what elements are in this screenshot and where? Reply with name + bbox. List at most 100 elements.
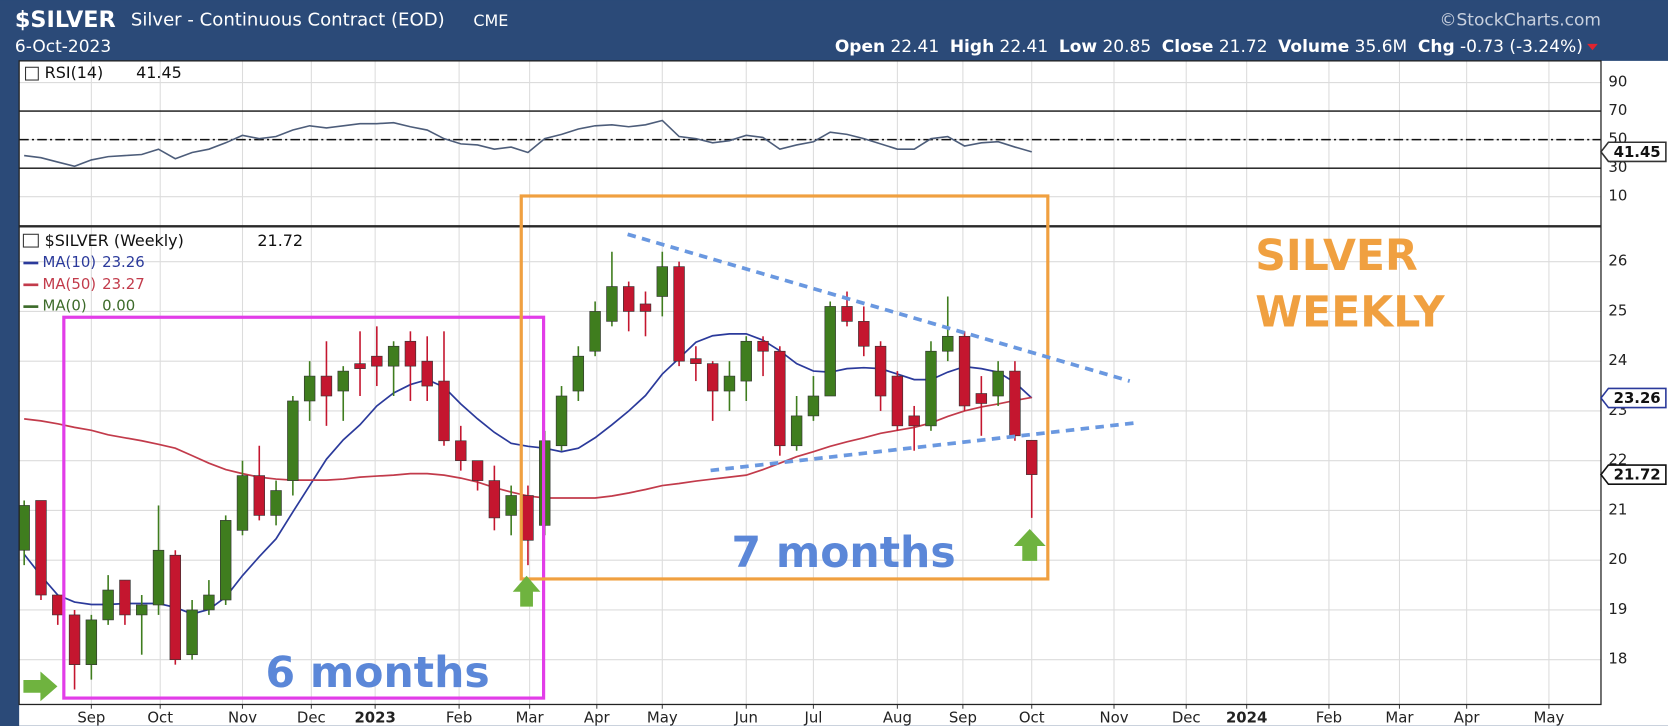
chart-area	[19, 60, 1668, 726]
candle-body	[119, 579, 131, 616]
x-tick-label: Nov	[228, 708, 257, 726]
y-tick-label: 24	[1608, 351, 1627, 369]
annotation: WEEKLY	[1255, 289, 1446, 338]
candle-body	[471, 460, 484, 481]
candle-body	[404, 340, 417, 367]
stat-value: 22.41	[890, 37, 939, 57]
x-tick-label: Feb	[446, 708, 472, 726]
instrument-name: Silver - Continuous Contract (EOD)	[131, 9, 445, 30]
lower-trendline	[710, 420, 1139, 473]
stats: Open 22.41 High 22.41 Low 20.85 Close 21.72 Volu…	[835, 37, 1583, 57]
y-tick-label: 25	[1608, 301, 1627, 319]
stat-label: Open	[835, 37, 885, 57]
x-tick-label: 2023	[354, 708, 395, 726]
candle-body	[925, 350, 937, 427]
stat-label: Close	[1162, 37, 1214, 57]
exchange: CME	[473, 11, 508, 30]
y-tick-label: 18	[1608, 650, 1627, 668]
candle-body	[824, 306, 836, 397]
annotation: SILVER	[1255, 232, 1417, 281]
candle-body	[841, 306, 853, 322]
candle-body	[371, 355, 383, 367]
x-tick-label: Feb	[1316, 708, 1342, 726]
candle-body	[656, 266, 668, 297]
candle-body	[438, 380, 450, 442]
candle-body	[287, 400, 299, 481]
candle-body	[421, 360, 433, 387]
candle-body	[303, 375, 316, 402]
x-tick-label: Jun	[734, 708, 758, 726]
candle-body	[757, 340, 769, 352]
candle-body	[203, 594, 215, 611]
candle-body	[186, 609, 198, 656]
annotation: 7 months	[731, 529, 955, 578]
x-tick-label: Sep	[949, 708, 977, 726]
stat-value: 20.85	[1102, 37, 1151, 57]
candle-body	[740, 340, 752, 382]
legend-icon	[24, 66, 39, 81]
stat-value: 21.72	[1219, 37, 1268, 57]
x-tick-label: Jul	[803, 708, 822, 726]
value-badge-label: 41.45	[1614, 143, 1661, 161]
annotation: 6 months	[266, 649, 490, 698]
candle-body	[35, 500, 47, 596]
stat-value: 22.41	[1000, 37, 1049, 57]
candle-body	[639, 303, 652, 312]
stat-value: 35.6M	[1355, 37, 1408, 57]
seven-month-box	[519, 194, 1050, 581]
candle-body	[723, 375, 736, 392]
x-tick-label: Aug	[883, 708, 912, 726]
value-badge-label: 21.72	[1614, 466, 1661, 484]
candle-body	[220, 520, 232, 601]
x-tick-label: May	[1534, 708, 1565, 726]
candle-body	[169, 554, 182, 661]
candle-body	[623, 286, 635, 312]
candle-body	[975, 393, 988, 404]
x-tick-label: Dec	[1172, 708, 1201, 726]
candle-body	[606, 286, 618, 322]
legend-label: MA(10)	[43, 253, 97, 271]
rsi-line	[24, 119, 1032, 168]
stat-label: Chg	[1418, 37, 1455, 57]
x-tick-label: Apr	[1454, 708, 1481, 726]
candle-body	[891, 375, 904, 427]
legend-label: $SILVER (Weekly)	[45, 231, 184, 250]
candle-body	[270, 490, 282, 516]
symbol: $SILVER	[15, 7, 116, 33]
y-tick-label: 30	[1608, 158, 1627, 176]
value-badge	[1599, 464, 1667, 485]
y-tick-label: 90	[1608, 73, 1627, 91]
candle-body	[253, 475, 265, 516]
x-tick-label: Oct	[147, 708, 173, 726]
legend-value: 21.72	[257, 231, 303, 250]
six-month-box	[62, 315, 546, 700]
value-badge-label: 23.26	[1614, 389, 1661, 407]
source: ©StockCharts.com	[1439, 10, 1600, 30]
candle-body	[387, 345, 400, 367]
value-badge	[1599, 387, 1667, 409]
candle-body	[236, 475, 249, 531]
price-panel-border	[18, 226, 1602, 706]
legend-label: RSI(14)	[45, 63, 104, 82]
y-tick-label: 21	[1608, 500, 1627, 518]
y-tick-label: 22	[1608, 451, 1627, 469]
y-tick-label: 19	[1608, 600, 1627, 618]
candle-body	[102, 589, 114, 621]
legend-value: 0.00	[102, 297, 135, 315]
candle-body	[52, 594, 64, 616]
candle-body	[858, 321, 870, 347]
down-arrow	[1587, 43, 1598, 51]
x-tick-label: Mar	[516, 708, 545, 726]
candle-body	[68, 614, 81, 665]
x-tick-label: Mar	[1385, 708, 1414, 726]
candle-body	[589, 311, 601, 352]
stat-label: High	[950, 37, 994, 57]
up-arrow	[512, 575, 541, 607]
candle-body	[1009, 370, 1021, 437]
y-tick-label: 26	[1608, 252, 1627, 270]
legend-label: MA(0)	[43, 297, 87, 315]
y-tick-label: 20	[1608, 550, 1627, 568]
